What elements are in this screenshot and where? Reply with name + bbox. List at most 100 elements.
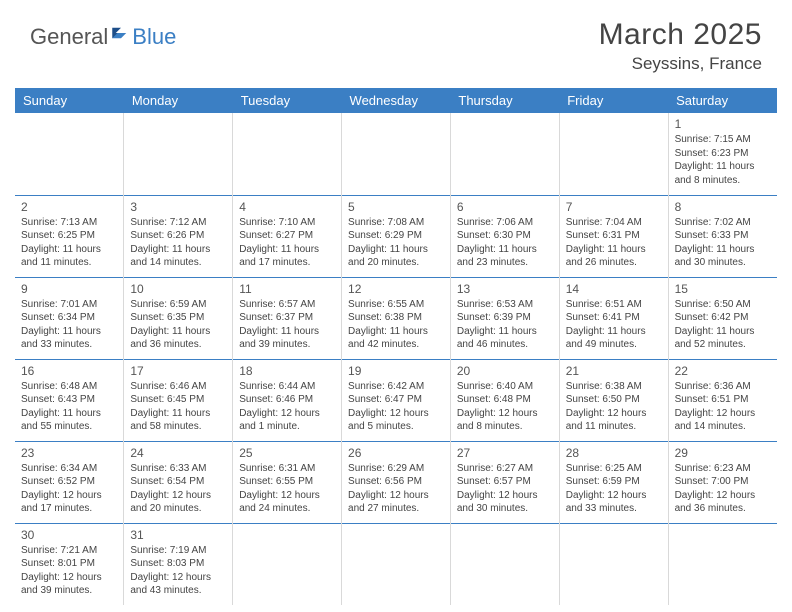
date-number: 28 bbox=[566, 445, 662, 461]
sunset-text: Sunset: 6:45 PM bbox=[130, 393, 226, 407]
daylight-text: Daylight: 11 hours and 55 minutes. bbox=[21, 407, 117, 434]
calendar-week-row: 16Sunrise: 6:48 AMSunset: 6:43 PMDayligh… bbox=[15, 359, 777, 441]
calendar-empty-cell bbox=[342, 523, 451, 605]
calendar-week-row: 30Sunrise: 7:21 AMSunset: 8:01 PMDayligh… bbox=[15, 523, 777, 605]
calendar-day-cell: 14Sunrise: 6:51 AMSunset: 6:41 PMDayligh… bbox=[559, 277, 668, 359]
daylight-text: Daylight: 11 hours and 58 minutes. bbox=[130, 407, 226, 434]
date-number: 25 bbox=[239, 445, 335, 461]
sunset-text: Sunset: 6:41 PM bbox=[566, 311, 662, 325]
sunset-text: Sunset: 6:31 PM bbox=[566, 229, 662, 243]
calendar-day-cell: 21Sunrise: 6:38 AMSunset: 6:50 PMDayligh… bbox=[559, 359, 668, 441]
date-number: 6 bbox=[457, 199, 553, 215]
daylight-text: Daylight: 12 hours and 17 minutes. bbox=[21, 489, 117, 516]
calendar-day-cell: 26Sunrise: 6:29 AMSunset: 6:56 PMDayligh… bbox=[342, 441, 451, 523]
daylight-text: Daylight: 12 hours and 14 minutes. bbox=[675, 407, 771, 434]
sunset-text: Sunset: 8:01 PM bbox=[21, 557, 117, 571]
weekday-header: Thursday bbox=[450, 88, 559, 113]
date-number: 10 bbox=[130, 281, 226, 297]
sunset-text: Sunset: 6:27 PM bbox=[239, 229, 335, 243]
sunrise-text: Sunrise: 6:38 AM bbox=[566, 380, 662, 394]
calendar-empty-cell bbox=[559, 113, 668, 195]
calendar-day-cell: 17Sunrise: 6:46 AMSunset: 6:45 PMDayligh… bbox=[124, 359, 233, 441]
sunrise-text: Sunrise: 6:55 AM bbox=[348, 298, 444, 312]
sunset-text: Sunset: 6:30 PM bbox=[457, 229, 553, 243]
calendar-empty-cell bbox=[559, 523, 668, 605]
calendar-day-cell: 24Sunrise: 6:33 AMSunset: 6:54 PMDayligh… bbox=[124, 441, 233, 523]
daylight-text: Daylight: 12 hours and 11 minutes. bbox=[566, 407, 662, 434]
daylight-text: Daylight: 11 hours and 30 minutes. bbox=[675, 243, 771, 270]
weekday-header: Sunday bbox=[15, 88, 124, 113]
calendar-day-cell: 9Sunrise: 7:01 AMSunset: 6:34 PMDaylight… bbox=[15, 277, 124, 359]
sunrise-text: Sunrise: 6:53 AM bbox=[457, 298, 553, 312]
date-number: 1 bbox=[675, 116, 771, 132]
calendar-week-row: 23Sunrise: 6:34 AMSunset: 6:52 PMDayligh… bbox=[15, 441, 777, 523]
calendar-empty-cell bbox=[233, 113, 342, 195]
sunrise-text: Sunrise: 6:40 AM bbox=[457, 380, 553, 394]
date-number: 17 bbox=[130, 363, 226, 379]
sunrise-text: Sunrise: 6:57 AM bbox=[239, 298, 335, 312]
daylight-text: Daylight: 11 hours and 17 minutes. bbox=[239, 243, 335, 270]
sunset-text: Sunset: 6:48 PM bbox=[457, 393, 553, 407]
brand-part1: General bbox=[30, 24, 108, 50]
daylight-text: Daylight: 11 hours and 39 minutes. bbox=[239, 325, 335, 352]
date-number: 5 bbox=[348, 199, 444, 215]
daylight-text: Daylight: 12 hours and 8 minutes. bbox=[457, 407, 553, 434]
calendar-table: SundayMondayTuesdayWednesdayThursdayFrid… bbox=[15, 88, 777, 605]
sunrise-text: Sunrise: 6:59 AM bbox=[130, 298, 226, 312]
calendar-week-row: 9Sunrise: 7:01 AMSunset: 6:34 PMDaylight… bbox=[15, 277, 777, 359]
calendar-day-cell: 28Sunrise: 6:25 AMSunset: 6:59 PMDayligh… bbox=[559, 441, 668, 523]
sunset-text: Sunset: 6:33 PM bbox=[675, 229, 771, 243]
flag-icon bbox=[112, 26, 130, 40]
date-number: 14 bbox=[566, 281, 662, 297]
sunset-text: Sunset: 6:37 PM bbox=[239, 311, 335, 325]
daylight-text: Daylight: 12 hours and 43 minutes. bbox=[130, 571, 226, 598]
daylight-text: Daylight: 11 hours and 33 minutes. bbox=[21, 325, 117, 352]
date-number: 27 bbox=[457, 445, 553, 461]
calendar-day-cell: 22Sunrise: 6:36 AMSunset: 6:51 PMDayligh… bbox=[668, 359, 777, 441]
daylight-text: Daylight: 12 hours and 30 minutes. bbox=[457, 489, 553, 516]
date-number: 22 bbox=[675, 363, 771, 379]
calendar-day-cell: 25Sunrise: 6:31 AMSunset: 6:55 PMDayligh… bbox=[233, 441, 342, 523]
calendar-day-cell: 3Sunrise: 7:12 AMSunset: 6:26 PMDaylight… bbox=[124, 195, 233, 277]
sunrise-text: Sunrise: 7:04 AM bbox=[566, 216, 662, 230]
sunrise-text: Sunrise: 6:44 AM bbox=[239, 380, 335, 394]
date-number: 13 bbox=[457, 281, 553, 297]
brand-logo: General Blue bbox=[30, 24, 176, 50]
date-number: 18 bbox=[239, 363, 335, 379]
sunrise-text: Sunrise: 7:12 AM bbox=[130, 216, 226, 230]
sunrise-text: Sunrise: 6:48 AM bbox=[21, 380, 117, 394]
weekday-header: Tuesday bbox=[233, 88, 342, 113]
calendar-day-cell: 29Sunrise: 6:23 AMSunset: 7:00 PMDayligh… bbox=[668, 441, 777, 523]
date-number: 7 bbox=[566, 199, 662, 215]
daylight-text: Daylight: 11 hours and 49 minutes. bbox=[566, 325, 662, 352]
sunrise-text: Sunrise: 7:21 AM bbox=[21, 544, 117, 558]
calendar-week-row: 2Sunrise: 7:13 AMSunset: 6:25 PMDaylight… bbox=[15, 195, 777, 277]
daylight-text: Daylight: 11 hours and 26 minutes. bbox=[566, 243, 662, 270]
sunset-text: Sunset: 6:47 PM bbox=[348, 393, 444, 407]
daylight-text: Daylight: 12 hours and 20 minutes. bbox=[130, 489, 226, 516]
sunrise-text: Sunrise: 7:19 AM bbox=[130, 544, 226, 558]
weekday-header-row: SundayMondayTuesdayWednesdayThursdayFrid… bbox=[15, 88, 777, 113]
calendar-day-cell: 12Sunrise: 6:55 AMSunset: 6:38 PMDayligh… bbox=[342, 277, 451, 359]
sunset-text: Sunset: 6:38 PM bbox=[348, 311, 444, 325]
date-number: 2 bbox=[21, 199, 117, 215]
sunset-text: Sunset: 6:42 PM bbox=[675, 311, 771, 325]
sunset-text: Sunset: 7:00 PM bbox=[675, 475, 771, 489]
daylight-text: Daylight: 11 hours and 42 minutes. bbox=[348, 325, 444, 352]
date-number: 29 bbox=[675, 445, 771, 461]
calendar-body: 1Sunrise: 7:15 AMSunset: 6:23 PMDaylight… bbox=[15, 113, 777, 605]
daylight-text: Daylight: 11 hours and 11 minutes. bbox=[21, 243, 117, 270]
daylight-text: Daylight: 12 hours and 33 minutes. bbox=[566, 489, 662, 516]
daylight-text: Daylight: 11 hours and 14 minutes. bbox=[130, 243, 226, 270]
sunrise-text: Sunrise: 6:31 AM bbox=[239, 462, 335, 476]
calendar-day-cell: 18Sunrise: 6:44 AMSunset: 6:46 PMDayligh… bbox=[233, 359, 342, 441]
date-number: 26 bbox=[348, 445, 444, 461]
calendar-day-cell: 27Sunrise: 6:27 AMSunset: 6:57 PMDayligh… bbox=[450, 441, 559, 523]
weekday-header: Saturday bbox=[668, 88, 777, 113]
sunset-text: Sunset: 6:25 PM bbox=[21, 229, 117, 243]
sunrise-text: Sunrise: 6:29 AM bbox=[348, 462, 444, 476]
sunset-text: Sunset: 6:23 PM bbox=[675, 147, 771, 161]
date-number: 19 bbox=[348, 363, 444, 379]
sunset-text: Sunset: 6:39 PM bbox=[457, 311, 553, 325]
daylight-text: Daylight: 11 hours and 36 minutes. bbox=[130, 325, 226, 352]
